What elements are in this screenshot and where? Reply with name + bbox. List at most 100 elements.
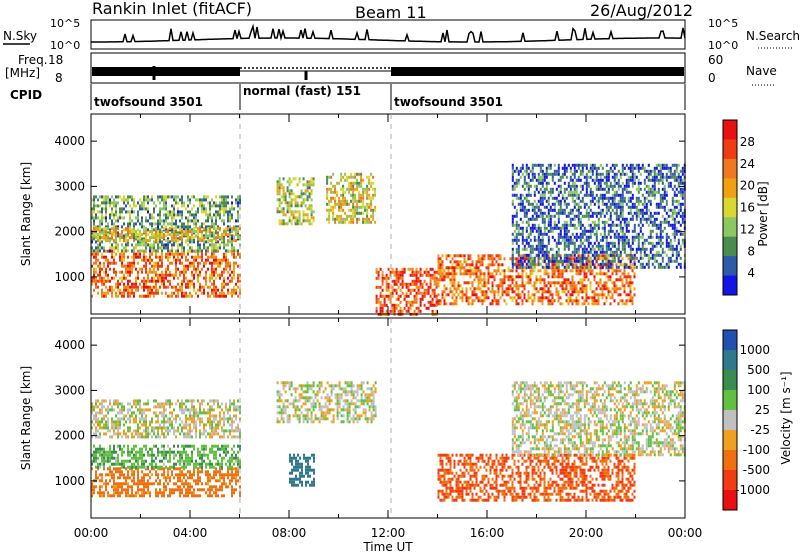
data-cell	[354, 214, 357, 218]
data-cell	[157, 267, 159, 271]
cpid-band: CPID twofsound 3501 normal (fast) 151 tw…	[10, 84, 686, 110]
data-cell	[665, 163, 668, 167]
data-cell	[145, 195, 147, 199]
data-cell	[675, 253, 678, 257]
data-cell	[193, 258, 195, 262]
data-cell	[627, 199, 630, 203]
data-cell	[549, 259, 552, 263]
data-cell	[585, 247, 588, 251]
data-cell	[675, 205, 678, 209]
data-cell	[173, 230, 175, 234]
data-cell	[155, 273, 157, 277]
data-cell	[153, 243, 155, 247]
data-cell	[288, 183, 291, 187]
data-cell	[389, 291, 392, 295]
data-cell	[555, 253, 558, 257]
data-cell	[537, 244, 540, 248]
data-cell	[215, 291, 217, 295]
data-cell	[332, 208, 335, 212]
data-cell	[523, 269, 526, 273]
data-cell	[531, 226, 534, 230]
data-cell	[525, 238, 528, 242]
data-cell	[653, 190, 656, 194]
data-cell	[587, 259, 590, 263]
data-cell	[537, 199, 540, 203]
data-cell	[609, 214, 612, 218]
data-cell	[623, 217, 626, 221]
data-cell	[511, 275, 514, 279]
data-cell	[111, 227, 113, 231]
data-cell	[213, 204, 215, 208]
data-cell	[207, 213, 209, 217]
data-cell	[330, 181, 333, 185]
data-cell	[651, 235, 654, 239]
data-cell	[127, 222, 129, 226]
data-cell	[153, 249, 155, 253]
data-cell	[111, 233, 113, 237]
data-cell	[179, 258, 181, 262]
data-cell	[93, 234, 95, 238]
data-cell	[173, 239, 175, 243]
data-cell	[479, 272, 482, 276]
data-cell	[276, 207, 279, 211]
data-cell	[227, 270, 229, 274]
data-cell	[555, 259, 558, 263]
data-cell	[603, 202, 606, 206]
data-cell	[177, 213, 179, 217]
data-cell	[657, 241, 660, 245]
data-cell	[543, 217, 546, 221]
data-cell	[483, 293, 486, 297]
data-cell	[105, 227, 107, 231]
data-cell	[563, 208, 566, 212]
data-cell	[579, 169, 582, 173]
data-cell	[625, 202, 628, 206]
data-cell	[207, 225, 209, 229]
data-cell	[209, 234, 211, 238]
data-cell	[125, 249, 127, 253]
data-cell	[627, 265, 630, 269]
data-cell	[181, 294, 183, 298]
data-cell	[235, 255, 237, 259]
data-cell	[595, 238, 598, 242]
data-cell	[519, 169, 522, 173]
data-cell	[629, 217, 632, 221]
data-cell	[117, 246, 119, 250]
data-cell	[207, 249, 209, 253]
data-cell	[613, 290, 616, 294]
data-cell	[677, 211, 680, 215]
data-cell	[133, 204, 135, 208]
data-cell	[521, 232, 524, 236]
data-cell	[651, 220, 654, 224]
data-cell	[595, 235, 598, 239]
data-cell	[583, 229, 586, 233]
data-cell	[605, 202, 608, 206]
data-cell	[199, 249, 201, 253]
data-cell	[619, 259, 622, 263]
data-cell	[521, 226, 524, 230]
data-cell	[181, 210, 183, 214]
data-cell	[292, 177, 295, 181]
data-cell	[181, 243, 183, 247]
data-cell	[595, 259, 598, 263]
data-cell	[153, 236, 155, 240]
data-cell	[643, 250, 646, 254]
data-cell	[527, 175, 530, 179]
data-cell	[483, 278, 486, 282]
data-cell	[565, 259, 568, 263]
data-cell	[298, 219, 301, 223]
data-cell	[151, 198, 153, 202]
data-cell	[477, 281, 480, 285]
data-cell	[519, 293, 522, 297]
data-cell	[529, 184, 532, 188]
data-cell	[217, 294, 219, 298]
data-cell	[575, 302, 578, 306]
data-cell	[209, 201, 211, 205]
data-cell	[193, 249, 195, 253]
data-cell	[117, 231, 119, 235]
data-cell	[599, 272, 602, 276]
data-cell	[125, 285, 127, 289]
data-cell	[179, 213, 181, 217]
data-cell	[171, 291, 173, 295]
data-cell	[157, 288, 159, 292]
data-cell	[611, 256, 614, 260]
